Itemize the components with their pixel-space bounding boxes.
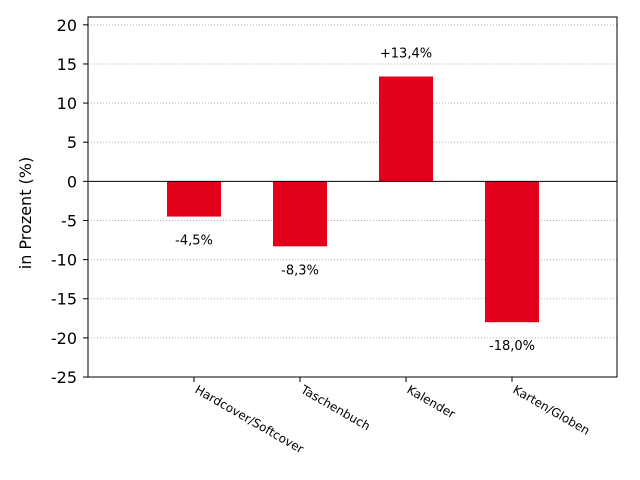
bar <box>379 76 433 182</box>
y-axis-title: in Prozent (%) <box>16 157 35 269</box>
data-label: +13,4% <box>380 46 432 61</box>
y-tick-label: -20 <box>51 329 77 348</box>
category-label: Kalender <box>405 382 458 421</box>
y-tick-label: -15 <box>51 290 77 309</box>
plot-frame <box>87 16 618 378</box>
bar <box>485 181 539 323</box>
data-label: -4,5% <box>175 234 213 249</box>
y-tick-label: -25 <box>51 368 77 387</box>
y-ticks: 20 15 10 5 0 -5 -10 -15 -20 -25 <box>51 16 88 387</box>
data-label: -18,0% <box>489 339 535 354</box>
bars <box>167 76 539 323</box>
data-label: -8,3% <box>281 263 319 278</box>
bar <box>273 181 327 247</box>
grid-lines <box>88 24 617 339</box>
data-labels: -4,5% -8,3% +13,4% -18,0% <box>175 46 535 354</box>
y-tick-label: 0 <box>67 172 77 191</box>
category-label: Taschenbuch <box>298 382 373 433</box>
y-tick-label: 10 <box>57 94 77 113</box>
bar <box>167 181 221 217</box>
y-tick-label: 15 <box>57 55 77 74</box>
category-label: Karten/Globen <box>511 382 593 437</box>
y-tick-label: -10 <box>51 251 77 270</box>
y-tick-label: 5 <box>67 133 77 152</box>
y-tick-label: -5 <box>61 211 77 230</box>
category-label: Hardcover/Softcover <box>193 382 307 456</box>
y-tick-label: 20 <box>57 16 77 35</box>
